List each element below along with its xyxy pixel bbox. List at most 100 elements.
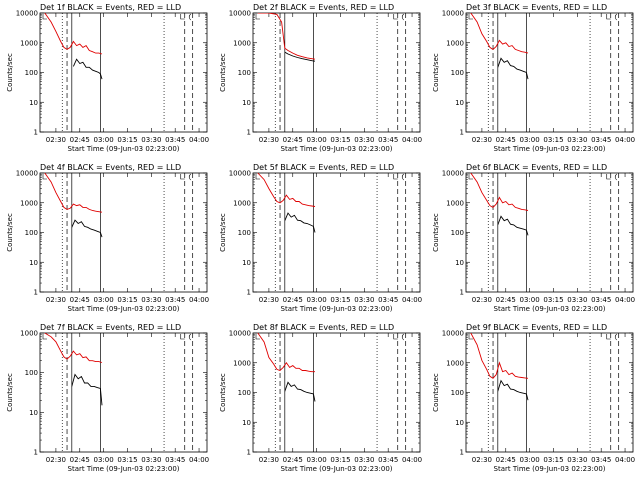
chart-panel-7: 1 10 100 1000 02:30 02:45 03:00 03:15 03:30 03:45…	[6, 323, 209, 473]
y-tick-label: 10	[455, 99, 464, 107]
y-tick-label: 1	[460, 449, 464, 457]
y-tick-label: 10	[29, 99, 38, 107]
y-tick-label: 100	[238, 389, 251, 397]
x-tick-label: 03:30	[354, 456, 374, 464]
x-tick-label: 03:45	[378, 296, 398, 304]
x-tick-label: 02:30	[46, 456, 66, 464]
x-tick-label: 04:00	[189, 456, 209, 464]
x-tick-label: 02:45	[283, 136, 303, 144]
chart-title: Det 7f BLACK = Events, RED = LLD	[40, 323, 181, 332]
x-tick-label: 02:30	[472, 296, 492, 304]
x-axis-title: Start Time (09-Jun-03 02:23:00)	[68, 465, 180, 473]
y-tick-label: 10	[242, 99, 251, 107]
x-axis-title: Start Time (09-Jun-03 02:23:00)	[494, 465, 606, 473]
chart-title: Det 3f BLACK = Events, RED = LLD	[466, 3, 607, 12]
interval-bracket	[606, 174, 611, 180]
x-tick-label: 03:15	[543, 456, 563, 464]
x-tick-label: 03:00	[307, 136, 327, 144]
x-tick-label: 03:00	[520, 136, 540, 144]
x-axis-title: Start Time (09-Jun-03 02:23:00)	[68, 305, 180, 313]
series-line-events	[497, 57, 529, 80]
interval-bracket	[614, 333, 617, 341]
y-tick-label: 100	[238, 69, 251, 77]
y-axis-title: Counts/sec	[219, 213, 227, 252]
chart-panel-5: 1 10 100 1000 10000 02:30 02:45 03:00 03:15 03:30…	[219, 163, 422, 313]
interval-bracket	[468, 334, 473, 340]
series-line-lld	[44, 13, 103, 55]
x-tick-label: 03:15	[117, 456, 137, 464]
x-tick-label: 03:00	[94, 296, 114, 304]
chart-panel-9: 1 10 100 1000 10000 02:30 02:45 03:00 03:15 03:30…	[432, 323, 635, 473]
x-tick-label: 04:00	[615, 136, 635, 144]
chart-panel-2: 1 10 100 1000 10000 02:30 02:45 03:00 03:15 03:30…	[219, 3, 422, 153]
series-line-lld	[470, 333, 529, 379]
y-tick-label: 100	[25, 69, 38, 77]
x-tick-label: 02:45	[70, 136, 90, 144]
interval-bracket	[393, 174, 398, 180]
interval-bracket	[606, 14, 611, 20]
x-axis-title: Start Time (09-Jun-03 02:23:00)	[281, 305, 393, 313]
y-tick-label: 1000	[446, 39, 464, 47]
y-axis-title: Counts/sec	[432, 53, 440, 92]
x-tick-label: 03:00	[94, 456, 114, 464]
y-tick-label: 100	[451, 69, 464, 77]
y-tick-label: 1000	[233, 39, 251, 47]
interval-bracket	[468, 14, 473, 20]
y-tick-label: 1000	[20, 39, 38, 47]
x-axis-title: Start Time (09-Jun-03 02:23:00)	[68, 145, 180, 153]
x-tick-label: 03:15	[330, 136, 350, 144]
y-tick-label: 10	[29, 259, 38, 267]
x-tick-label: 03:15	[117, 296, 137, 304]
x-tick-label: 03:30	[567, 456, 587, 464]
series-line-events	[284, 381, 316, 402]
interval-bracket	[255, 14, 260, 20]
y-tick-label: 1000	[446, 359, 464, 367]
interval-bracket	[188, 333, 191, 341]
y-axis-title: Counts/sec	[219, 373, 227, 412]
x-tick-label: 03:45	[165, 136, 185, 144]
y-tick-label: 10000	[16, 170, 38, 178]
x-tick-label: 03:00	[94, 136, 114, 144]
y-tick-label: 10000	[229, 10, 251, 18]
x-tick-label: 02:45	[70, 456, 90, 464]
x-tick-label: 04:00	[402, 136, 422, 144]
x-tick-label: 04:00	[189, 296, 209, 304]
x-axis-title: Start Time (09-Jun-03 02:23:00)	[494, 145, 606, 153]
chart-title: Det 5f BLACK = Events, RED = LLD	[253, 163, 394, 172]
x-tick-label: 04:00	[402, 296, 422, 304]
plot-frame	[465, 12, 634, 133]
x-tick-label: 03:30	[354, 136, 374, 144]
x-tick-label: 03:15	[117, 136, 137, 144]
x-tick-label: 02:30	[46, 296, 66, 304]
x-tick-label: 03:30	[141, 136, 161, 144]
y-tick-label: 10000	[442, 10, 464, 18]
x-tick-label: 03:00	[520, 296, 540, 304]
interval-bracket	[468, 174, 473, 180]
y-tick-label: 100	[451, 229, 464, 237]
x-tick-label: 03:30	[141, 456, 161, 464]
x-tick-label: 03:30	[567, 136, 587, 144]
chart-title: Det 8f BLACK = Events, RED = LLD	[253, 323, 394, 332]
interval-bracket	[606, 334, 611, 340]
chart-title: Det 9f BLACK = Events, RED = LLD	[466, 323, 607, 332]
x-tick-label: 04:00	[615, 296, 635, 304]
chart-title: Det 2f BLACK = Events, RED = LLD	[253, 3, 394, 12]
chart-panel-4: 1 10 100 1000 10000 02:30 02:45 03:00 03:15 03:30…	[6, 163, 209, 313]
x-tick-label: 02:30	[259, 296, 279, 304]
y-tick-label: 10000	[442, 330, 464, 338]
chart-title: Det 1f BLACK = Events, RED = LLD	[40, 3, 181, 12]
x-tick-label: 03:45	[165, 296, 185, 304]
series-line-lld	[470, 13, 529, 54]
x-tick-label: 03:45	[165, 456, 185, 464]
interval-bracket	[188, 13, 191, 21]
y-tick-label: 1	[247, 449, 251, 457]
interval-bracket	[393, 14, 398, 20]
plot-frame	[39, 172, 208, 293]
x-axis-title: Start Time (09-Jun-03 02:23:00)	[281, 145, 393, 153]
x-tick-label: 02:45	[496, 456, 516, 464]
plot-frame	[252, 332, 421, 453]
x-tick-label: 03:15	[543, 136, 563, 144]
y-axis-title: Counts/sec	[6, 53, 14, 92]
y-tick-label: 100	[451, 389, 464, 397]
